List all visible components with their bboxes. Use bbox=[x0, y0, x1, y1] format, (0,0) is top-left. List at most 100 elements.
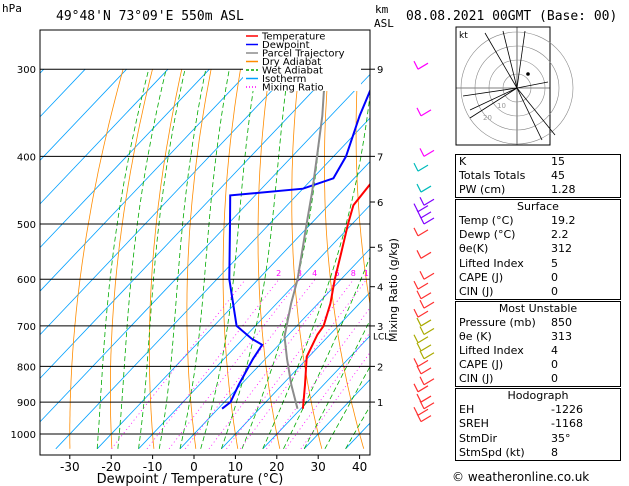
isotherm-line bbox=[138, 204, 370, 450]
index-label: Dewp (°C) bbox=[459, 228, 516, 242]
wind-barb-flag bbox=[416, 365, 422, 375]
location-title: 49°48'N 73°09'E 550m ASL bbox=[56, 9, 244, 24]
wind-barb-shaft bbox=[423, 272, 435, 280]
index-value: 5 bbox=[551, 256, 558, 270]
isotherm-line bbox=[40, 68, 169, 205]
wind-barb-shaft bbox=[420, 211, 432, 219]
pressure-tick-label: 500 bbox=[17, 220, 36, 231]
hodograph-title: Hodograph bbox=[507, 389, 569, 403]
index-row: CIN (J) 0 bbox=[456, 372, 620, 386]
site-credit[interactable]: © weatheronline.co.uk bbox=[452, 470, 590, 484]
mixing-ratio-label: 8 bbox=[351, 269, 356, 278]
dry-adiabat-line bbox=[186, 69, 212, 449]
pressure-tick-label: 600 bbox=[17, 275, 36, 286]
index-value: -1168 bbox=[551, 417, 583, 431]
pressure-tick-label: 900 bbox=[17, 398, 36, 409]
hodograph-kt-label: kt bbox=[459, 31, 468, 41]
wind-barb-shaft bbox=[423, 402, 435, 410]
km-tick-label: 7 bbox=[377, 152, 383, 163]
index-label: StmDir bbox=[459, 431, 498, 445]
isotherm-line bbox=[40, 68, 334, 379]
x-tick-label: 30 bbox=[311, 460, 326, 474]
x-tick-label: 0 bbox=[190, 460, 198, 474]
index-label: Totals Totals bbox=[459, 169, 526, 183]
index-label: CAPE (J) bbox=[459, 270, 504, 284]
wind-barb-shaft bbox=[417, 205, 429, 213]
index-value: 35° bbox=[551, 431, 571, 445]
wet-adiabat-line bbox=[96, 69, 150, 449]
index-row: EH -1226 bbox=[456, 403, 620, 417]
index-label: K bbox=[459, 155, 467, 168]
wind-barb-flag bbox=[416, 183, 422, 193]
wind-barb-flag bbox=[419, 270, 425, 280]
legend-label: Isotherm bbox=[262, 74, 306, 85]
legend-label: Mixing Ratio bbox=[262, 83, 324, 94]
hodograph-trace bbox=[469, 87, 518, 111]
wind-barb-flag bbox=[419, 326, 425, 335]
mixing-ratio-line bbox=[168, 278, 301, 450]
isotherm-line bbox=[40, 68, 293, 336]
wet-adiabat-line bbox=[179, 69, 230, 449]
wind-barb-flag bbox=[419, 148, 425, 157]
isotherm-line bbox=[303, 378, 370, 450]
dry-adiabat-line bbox=[291, 69, 323, 449]
dry-adiabat-line bbox=[222, 69, 241, 449]
index-value: -1226 bbox=[551, 403, 583, 417]
wind-barb-shaft bbox=[417, 408, 429, 416]
hodograph-trace bbox=[502, 30, 518, 89]
background-lines: 2 3 4 6 8 10 15 20 25 bbox=[40, 68, 416, 450]
wind-barb-shaft bbox=[420, 319, 432, 327]
wind-barb-flag bbox=[416, 413, 422, 422]
index-value: 15 bbox=[551, 155, 565, 168]
index-row: Lifted Index 4 bbox=[456, 344, 620, 358]
wind-barb-flag bbox=[419, 215, 425, 225]
hodograph-trace bbox=[469, 87, 518, 119]
km-tick-label: 1 bbox=[377, 398, 383, 409]
mixing-ratio-label: 20 bbox=[406, 269, 416, 278]
km-tick-label: 6 bbox=[377, 198, 383, 209]
km-tick-label: 3 bbox=[377, 322, 383, 333]
index-value: 0 bbox=[551, 270, 558, 284]
index-row: StmSpd (kt) 8 bbox=[456, 446, 620, 460]
index-value: 0 bbox=[551, 284, 558, 298]
mixing-ratio-line bbox=[111, 278, 246, 450]
wind-barb-shaft bbox=[420, 109, 432, 117]
wind-barb-shaft bbox=[420, 367, 432, 375]
index-row: CAPE (J) 0 bbox=[456, 358, 620, 372]
wind-barb-shaft bbox=[420, 395, 432, 403]
surface-box: Surface Temp (°C) 19.2 Dewp (°C) 2.2 θe(K)… bbox=[455, 199, 621, 300]
series-parcel-trajectory bbox=[283, 69, 327, 409]
index-row: θe (K) 313 bbox=[456, 330, 620, 344]
km-tick-label: 9 bbox=[377, 65, 383, 76]
index-value: 8 bbox=[551, 445, 558, 459]
wet-adiabat-line bbox=[324, 365, 370, 449]
wind-barb-shaft bbox=[417, 359, 429, 367]
x-tick-label: 20 bbox=[269, 460, 284, 474]
index-label: EH bbox=[459, 403, 475, 417]
wind-barb-shaft bbox=[423, 352, 435, 360]
wind-barb-flag bbox=[413, 60, 419, 70]
isotherm-line bbox=[40, 68, 210, 249]
dry-adiabat-line bbox=[323, 69, 365, 449]
pressure-tick-label: 1000 bbox=[11, 430, 36, 441]
wind-barb-shaft bbox=[423, 198, 435, 206]
index-label: θe (K) bbox=[459, 329, 492, 343]
legend-label: Dry Adiabat bbox=[262, 57, 321, 68]
datetime-title: 08.08.2021 00GMT (Base: 00) bbox=[406, 9, 618, 24]
wet-adiabat-line bbox=[138, 69, 186, 449]
wind-barb-flag bbox=[416, 290, 422, 300]
wind-barb-flag bbox=[413, 334, 419, 344]
hodograph-ring bbox=[502, 73, 532, 103]
km-label: km bbox=[375, 3, 389, 16]
index-row: Totals Totals 45 bbox=[456, 169, 620, 183]
x-tick-label: 10 bbox=[228, 460, 243, 474]
index-value: 19.2 bbox=[551, 214, 576, 228]
index-label: Pressure (mb) bbox=[459, 315, 536, 329]
wind-barb-flag bbox=[413, 383, 419, 393]
hodograph-ring bbox=[488, 59, 546, 117]
dry-adiabat-line bbox=[355, 69, 370, 307]
legend-background bbox=[243, 31, 361, 91]
mixing-ratio-line bbox=[226, 278, 355, 450]
x-tick-label: 40 bbox=[352, 460, 367, 474]
